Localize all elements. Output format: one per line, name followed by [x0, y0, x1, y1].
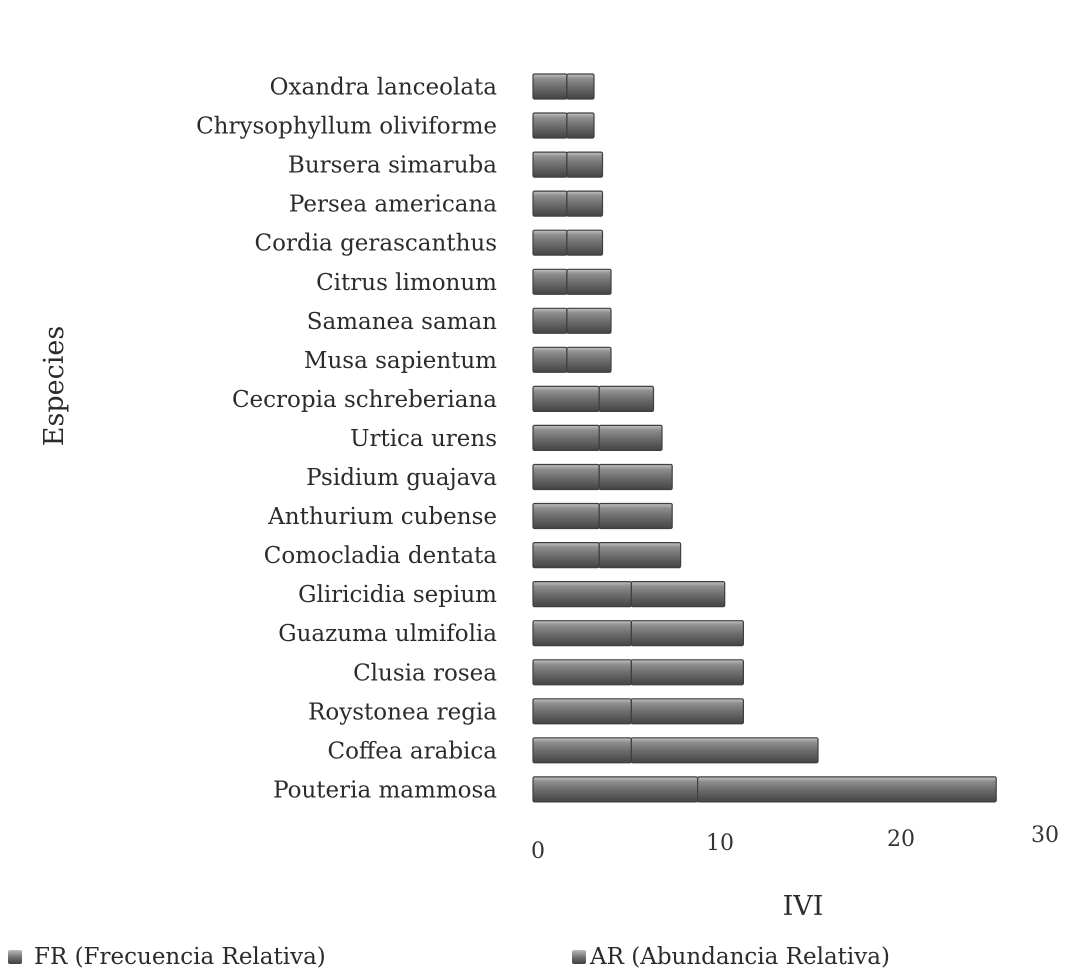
category-label-chrysophyllum-oliviforme: Chrysophyllum oliviforme — [196, 114, 497, 140]
bars-layer — [532, 73, 997, 803]
x-axis-title: IVI — [783, 891, 824, 922]
bar-fr-gliricidia-sepium — [532, 580, 633, 608]
bar-ar-samanea-saman — [566, 307, 612, 334]
bar-fr-pouteria-mammosa — [532, 776, 699, 803]
category-label-clusia-rosea: Clusia rosea — [353, 660, 497, 686]
category-label-gliricidia-sepium: Gliricidia sepium — [298, 582, 497, 608]
bar-fr-psidium-guajava — [532, 463, 600, 491]
bar-ar-gliricidia-sepium — [630, 580, 726, 608]
bar-ar-coffea-arabica — [630, 737, 819, 764]
category-label-psidium-guajava: Psidium guajava — [306, 465, 497, 491]
bar-fr-bursera-simaruba — [532, 151, 568, 178]
bar-fr-citrus-limonum — [532, 268, 568, 295]
category-label-oxandra-lanceolata: Oxandra lanceolata — [270, 75, 498, 101]
bar-fr-guazuma-ulmifolia — [532, 620, 633, 647]
legend-swatch-fr — [8, 950, 22, 964]
bar-ar-psidium-guajava — [598, 463, 673, 491]
bar-fr-urtica-urens — [532, 424, 600, 451]
bar-ar-clusia-rosea — [630, 659, 745, 686]
bar-ar-bursera-simaruba — [566, 151, 604, 178]
bar-fr-musa-sapientum — [532, 346, 568, 373]
bar-fr-oxandra-lanceolata — [532, 73, 568, 100]
legend-item-fr: FR (Frecuencia Relativa) — [8, 944, 326, 970]
bar-ar-cecropia-schreberiana — [598, 385, 655, 412]
bar-ar-urtica-urens — [598, 424, 663, 451]
bar-fr-clusia-rosea — [532, 659, 633, 686]
legend-label-fr: FR (Frecuencia Relativa) — [34, 944, 326, 970]
bar-ar-persea-americana — [566, 190, 604, 217]
legend-item-ar: AR (Abundancia Relativa) — [572, 944, 890, 970]
category-label-cordia-gerascanthus: Cordia gerascanthus — [255, 231, 497, 257]
category-label-urtica-urens: Urtica urens — [350, 426, 497, 452]
x-tick-label-0: 0 — [531, 839, 545, 864]
bar-ar-cordia-gerascanthus — [566, 229, 604, 256]
y-axis-title: Especies — [39, 326, 70, 446]
category-label-anthurium-cubense: Anthurium cubense — [267, 504, 497, 530]
x-tick-label-10: 10 — [706, 831, 734, 856]
bar-ar-guazuma-ulmifolia — [630, 620, 745, 647]
bar-fr-samanea-saman — [532, 307, 568, 334]
legend-swatch-ar — [572, 950, 586, 964]
bar-fr-cecropia-schreberiana — [532, 385, 600, 412]
x-tick-labels: 0 10 20 30 — [531, 823, 1059, 864]
bar-fr-persea-americana — [532, 190, 568, 217]
category-label-samanea-saman: Samanea saman — [307, 309, 497, 335]
bar-ar-pouteria-mammosa — [696, 776, 997, 803]
bar-fr-anthurium-cubense — [532, 502, 600, 530]
x-tick-label-20: 20 — [887, 827, 915, 852]
category-label-bursera-simaruba: Bursera simaruba — [288, 153, 497, 179]
chart: Oxandra lanceolata Chrysophyllum olivifor… — [39, 73, 1059, 922]
bar-ar-roystonea-regia — [630, 698, 745, 725]
category-label-cecropia-schreberiana: Cecropia schreberiana — [232, 387, 497, 413]
bar-fr-coffea-arabica — [532, 737, 633, 764]
category-label-comocladia-dentata: Comocladia dentata — [264, 543, 497, 569]
category-label-pouteria-mammosa: Pouteria mammosa — [273, 777, 497, 803]
x-tick-label-30: 30 — [1031, 823, 1059, 848]
bar-ar-oxandra-lanceolata — [566, 73, 595, 100]
category-label-coffea-arabica: Coffea arabica — [327, 738, 497, 764]
bar-fr-roystonea-regia — [532, 698, 633, 725]
bar-ar-musa-sapientum — [566, 346, 612, 373]
category-label-musa-sapientum: Musa sapientum — [304, 348, 497, 374]
bar-fr-chrysophyllum-oliviforme — [532, 112, 568, 139]
bar-ar-chrysophyllum-oliviforme — [566, 112, 595, 139]
bar-ar-citrus-limonum — [566, 268, 612, 295]
category-label-roystonea-regia: Roystonea regia — [308, 699, 497, 725]
bar-ar-anthurium-cubense — [598, 502, 673, 530]
bar-fr-comocladia-dentata — [532, 541, 600, 569]
category-label-citrus-limonum: Citrus limonum — [316, 270, 497, 296]
category-labels: Oxandra lanceolata Chrysophyllum olivifor… — [196, 75, 497, 804]
bar-fr-cordia-gerascanthus — [532, 229, 568, 256]
category-label-guazuma-ulmifolia: Guazuma ulmifolia — [278, 621, 497, 647]
bar-ar-comocladia-dentata — [598, 541, 682, 569]
category-label-persea-americana: Persea americana — [289, 192, 497, 218]
legend-label-ar: AR (Abundancia Relativa) — [590, 944, 890, 970]
